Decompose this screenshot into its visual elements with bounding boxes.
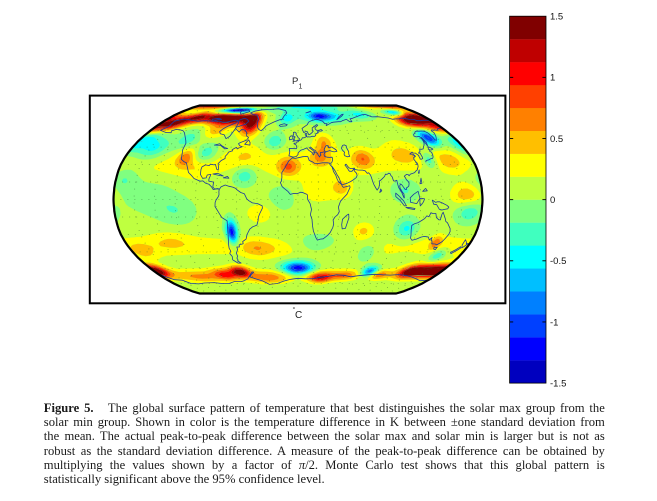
- svg-text:1: 1: [299, 84, 303, 91]
- svg-text:-0.5: -0.5: [550, 256, 566, 267]
- svg-text:P: P: [292, 76, 298, 87]
- svg-text:1.5: 1.5: [550, 12, 563, 23]
- svg-text:°: °: [293, 306, 296, 314]
- svg-text:-1: -1: [550, 317, 558, 328]
- svg-text:-1.5: -1.5: [550, 379, 566, 390]
- svg-text:0.5: 0.5: [550, 134, 563, 145]
- svg-text:1: 1: [550, 73, 555, 84]
- svg-text:C: C: [295, 310, 302, 321]
- svg-text:0: 0: [550, 195, 555, 206]
